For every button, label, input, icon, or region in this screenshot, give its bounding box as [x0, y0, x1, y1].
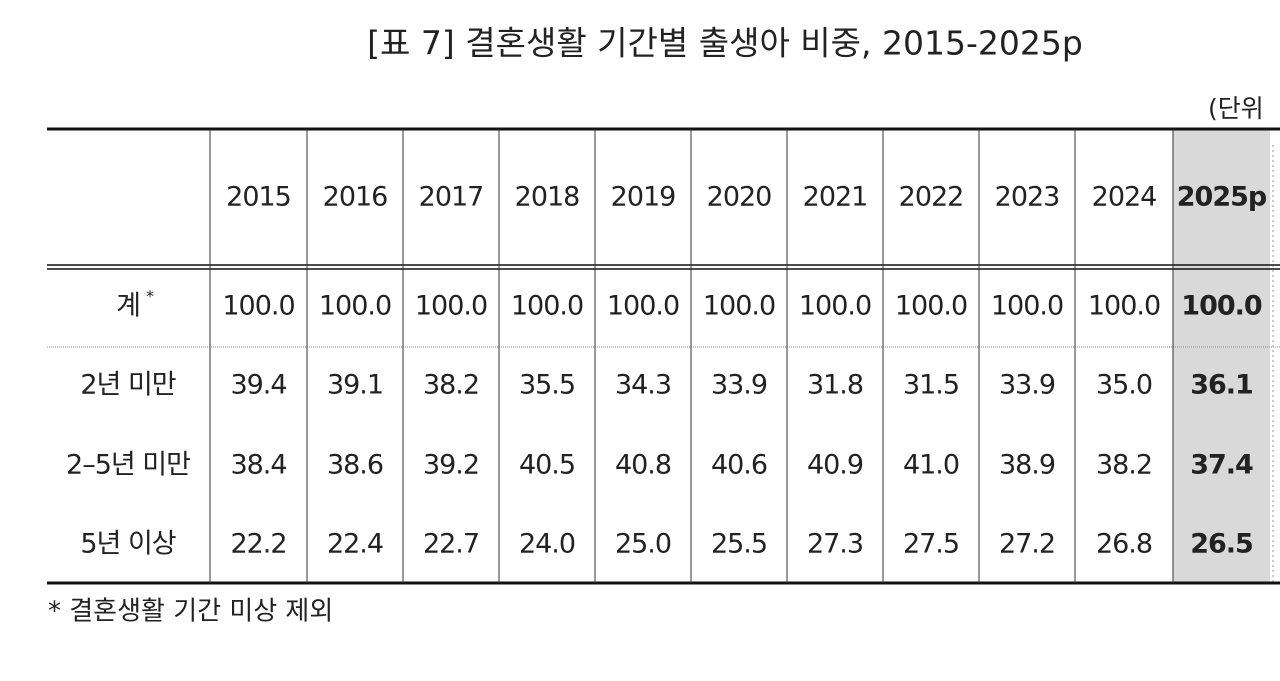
cell: 40.8 [615, 450, 671, 481]
table-title: [표 7] 결혼생활 기간별 출생아 비중, 2015-2025p [367, 24, 1083, 63]
column-header: 2023 [995, 182, 1060, 213]
cell: 100.0 [799, 291, 871, 322]
cell: 25.0 [615, 529, 671, 560]
cell: 22.2 [230, 529, 286, 560]
cell: 38.2 [1096, 450, 1152, 481]
cell: 38.6 [327, 450, 383, 481]
cell: 27.5 [903, 529, 959, 560]
cell: 39.2 [423, 450, 479, 481]
row-label: 계 [116, 291, 140, 322]
cell: 22.4 [327, 529, 383, 560]
cell: 100.0 [511, 291, 583, 322]
column-header: 2016 [323, 182, 388, 213]
column-header: 2022 [899, 182, 964, 213]
cell: 22.7 [423, 529, 479, 560]
cell: 37.4 [1190, 450, 1253, 481]
column-header: 2021 [803, 182, 868, 213]
column-header: 2020 [707, 182, 772, 213]
cell: 39.1 [327, 370, 383, 401]
cell: 25.5 [711, 529, 767, 560]
column-header: 2024 [1092, 182, 1157, 213]
cell: 39.4 [230, 370, 286, 401]
cell: 26.8 [1096, 529, 1152, 560]
cell: 100.0 [607, 291, 679, 322]
cell: 33.9 [711, 370, 767, 401]
cell: 35.5 [519, 370, 575, 401]
cell: 35.0 [1096, 370, 1152, 401]
cell: 100.0 [1088, 291, 1160, 322]
row-label: 2년 미만 [80, 370, 175, 401]
footnote: * 결혼생활 기간 미상 제외 [48, 597, 333, 627]
cell: 38.4 [230, 450, 286, 481]
cell: 24.0 [519, 529, 575, 560]
cell: 34.3 [615, 370, 671, 401]
row-label: 5년 이상 [80, 529, 175, 560]
cell: 100.0 [1181, 291, 1262, 322]
cell: 40.9 [807, 450, 863, 481]
unit-note: (단위 [1208, 94, 1264, 123]
cell: 100.0 [319, 291, 391, 322]
cell: 40.6 [711, 450, 767, 481]
cell: 100.0 [222, 291, 294, 322]
cell: 38.2 [423, 370, 479, 401]
row-label: 2–5년 미만 [66, 450, 190, 481]
cell: 26.5 [1190, 529, 1253, 560]
cell: 31.8 [807, 370, 863, 401]
cell: 40.5 [519, 450, 575, 481]
cell: 33.9 [999, 370, 1055, 401]
column-header: 2025p [1177, 182, 1267, 213]
cell: 27.3 [807, 529, 863, 560]
cell: 100.0 [703, 291, 775, 322]
column-header: 2015 [226, 182, 291, 213]
cell: 100.0 [415, 291, 487, 322]
column-header: 2018 [515, 182, 580, 213]
cell: 36.1 [1190, 370, 1253, 401]
cell: 100.0 [991, 291, 1063, 322]
cell: 27.2 [999, 529, 1055, 560]
cell: 31.5 [903, 370, 959, 401]
column-header: 2019 [611, 182, 676, 213]
row-label-mark: * [146, 287, 154, 306]
column-header: 2017 [419, 182, 484, 213]
highlight-column [1173, 130, 1270, 583]
cell: 100.0 [895, 291, 967, 322]
cell: 41.0 [903, 450, 959, 481]
cell: 38.9 [999, 450, 1055, 481]
